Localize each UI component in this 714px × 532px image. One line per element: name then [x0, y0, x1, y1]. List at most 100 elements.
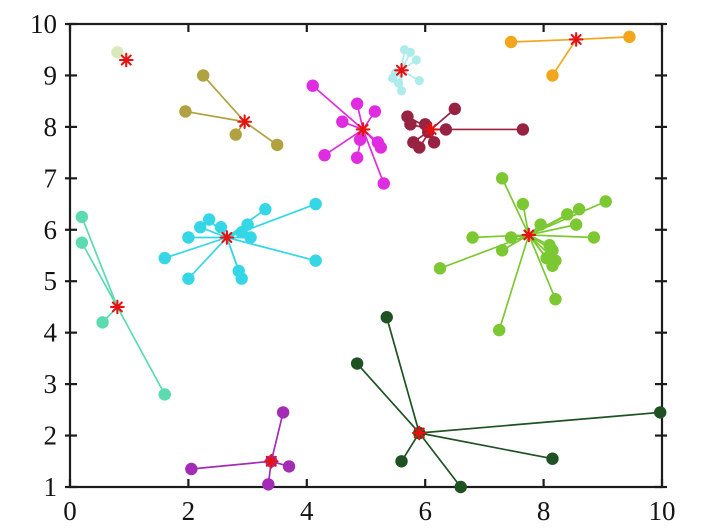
data-point-light-green: [546, 259, 559, 272]
data-point-magenta: [368, 105, 382, 118]
y-tick-label: 9: [44, 60, 58, 90]
centroid-asterisk-spoke: [221, 231, 233, 243]
y-tick-label: 7: [44, 163, 58, 193]
data-point-aquamarine: [158, 388, 171, 401]
data-point-olive: [271, 138, 284, 152]
data-point-light-green: [466, 231, 479, 244]
y-tick-label: 2: [44, 421, 58, 451]
data-point-aquamarine: [96, 316, 109, 329]
cluster-edge-magenta: [312, 85, 364, 131]
cluster-edge-light-green: [501, 177, 530, 236]
cluster-edge-aquamarine: [116, 306, 166, 395]
data-point-cyan: [194, 221, 207, 234]
x-tick-label: 2: [182, 496, 196, 526]
data-point-dark-red: [427, 136, 441, 149]
cluster-edge-dark-green: [419, 411, 661, 434]
centroid-marker-pale-green: [118, 52, 134, 68]
data-point-magenta: [353, 133, 367, 146]
data-point-magenta: [377, 177, 390, 190]
data-point-cyan: [309, 254, 322, 267]
centroid-asterisk-spoke: [357, 123, 369, 135]
data-point-cyan: [182, 231, 195, 244]
data-point-dark-red: [516, 123, 530, 136]
data-point-light-green: [534, 218, 547, 231]
cluster-edge-purple: [191, 460, 272, 470]
centroid-marker-pale-turquoise: [394, 62, 409, 78]
data-point-dark-green: [395, 455, 408, 468]
centroid-marker-dark-red: [423, 122, 439, 137]
data-point-purple: [262, 478, 275, 491]
x-tick-label: 8: [537, 496, 551, 526]
x-tick-label: 10: [649, 496, 676, 526]
cluster-edge-olive: [185, 110, 245, 123]
cluster-edge-light-green: [528, 223, 577, 236]
data-point-dark-red: [439, 123, 453, 136]
centroid-asterisk-spoke: [111, 301, 123, 313]
data-point-light-green: [549, 293, 562, 306]
data-point-orange: [623, 30, 636, 44]
data-point-dark-green: [654, 406, 667, 419]
centroid-asterisk-spoke: [239, 116, 251, 128]
centroid-asterisk-spoke: [425, 123, 437, 135]
cluster-edge-aquamarine: [81, 242, 119, 308]
data-point-dark-green: [454, 480, 467, 494]
x-tick-label: 0: [63, 496, 77, 526]
data-point-magenta: [336, 115, 349, 128]
data-point-magenta: [350, 151, 364, 164]
centroid-marker-magenta: [355, 122, 371, 137]
centroid-marker-dark-green: [411, 425, 427, 441]
cluster-edge-light-green: [528, 213, 568, 236]
centroid-marker-aquamarine: [110, 299, 125, 315]
data-point-purple: [276, 406, 290, 419]
cluster-edge-orange: [551, 38, 577, 76]
data-point-light-green: [516, 197, 530, 211]
cluster-edge-light-green: [498, 234, 530, 331]
data-point-pale-turquoise: [405, 47, 415, 57]
data-point-pale-green: [111, 46, 124, 59]
data-point-pale-turquoise: [396, 86, 407, 96]
data-point-cyan: [235, 272, 248, 285]
cluster-edge-dark-green: [356, 362, 420, 434]
cluster-edge-light-green: [528, 234, 557, 300]
y-tick-label: 6: [44, 215, 58, 245]
cluster-edge-light-green: [472, 234, 529, 239]
cluster-edge-dark-green: [418, 432, 462, 488]
data-point-magenta: [374, 141, 387, 154]
data-point-dark-green: [546, 452, 559, 465]
data-point-light-green: [495, 244, 509, 257]
data-point-dark-green: [380, 311, 393, 324]
data-point-magenta: [306, 79, 319, 92]
data-point-purple: [282, 460, 296, 473]
data-point-dark-red: [448, 102, 461, 116]
data-point-light-green: [504, 231, 518, 244]
data-point-light-green: [495, 172, 509, 185]
x-tick-label: 4: [300, 496, 314, 526]
y-tick-label: 8: [44, 112, 58, 142]
data-point-dark-red: [413, 141, 426, 154]
cluster-edge-olive: [244, 121, 278, 146]
data-point-light-green: [569, 218, 583, 231]
data-point-cyan: [259, 203, 272, 216]
data-point-dark-green: [350, 357, 364, 370]
data-point-cyan: [202, 213, 216, 226]
data-point-light-green: [587, 231, 601, 244]
cluster-edge-cyan: [164, 236, 228, 259]
data-point-orange: [504, 35, 518, 49]
data-point-magenta: [318, 148, 331, 162]
y-tick-label: 4: [44, 318, 58, 348]
cluster-edge-orange: [511, 38, 577, 43]
y-tick-label: 5: [44, 266, 58, 296]
cluster-edge-cyan: [187, 236, 228, 280]
data-point-olive: [197, 69, 210, 82]
centroid-marker-orange: [568, 32, 584, 47]
data-point-light-green: [599, 195, 612, 208]
data-point-cyan: [158, 251, 171, 265]
cluster-edge-orange: [576, 36, 630, 41]
x-tick-label: 6: [418, 496, 432, 526]
centroid-marker-light-green: [521, 227, 537, 243]
centroid-asterisk-spoke: [570, 33, 582, 45]
data-point-aquamarine: [75, 236, 89, 249]
